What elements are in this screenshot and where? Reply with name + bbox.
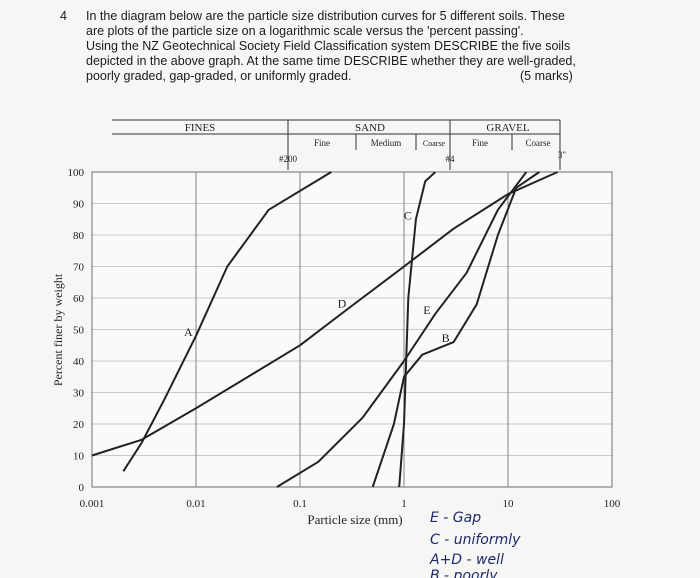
x-tick-label: 1 xyxy=(401,498,407,510)
curve xyxy=(276,171,528,488)
curve xyxy=(122,171,332,472)
note: C - uniformly xyxy=(430,532,521,548)
header-label: SAND xyxy=(355,122,385,134)
header-label: 3" xyxy=(558,150,567,160)
y-axis-label: Percent finer by weight xyxy=(51,273,65,386)
header-label: FINES xyxy=(185,122,216,134)
header-label: Fine xyxy=(472,138,488,148)
y-tick-label: 80 xyxy=(73,230,85,242)
curve-label: A xyxy=(184,325,193,339)
curve xyxy=(398,171,436,488)
x-tick-label: 0.01 xyxy=(186,498,205,510)
x-tick-label: 10 xyxy=(503,498,515,510)
curve-label: B xyxy=(442,331,450,345)
header-label: Coarse xyxy=(526,138,551,148)
y-tick-label: 40 xyxy=(73,356,85,368)
header-label: #4 xyxy=(446,154,456,164)
header xyxy=(112,119,561,170)
note: A+D - well xyxy=(429,552,504,568)
header-label: Fine xyxy=(314,138,330,148)
y-tick-label: 90 xyxy=(73,199,85,211)
y-tick-label: 0 xyxy=(79,482,85,494)
note: E - Gap xyxy=(430,510,481,526)
question-line: In the diagram below are the particle si… xyxy=(86,9,565,23)
question-line: poorly graded, gap-graded, or uniformly … xyxy=(86,69,352,83)
question-line: Using the NZ Geotechnical Society Field … xyxy=(86,39,571,53)
y-tick-label: 60 xyxy=(73,293,85,305)
y-tick-label: 100 xyxy=(68,167,85,179)
header-label: Coarse xyxy=(423,139,446,148)
curve-label: D xyxy=(338,296,347,310)
question-line: depicted in the above graph. At the same… xyxy=(86,54,576,68)
y-tick-label: 10 xyxy=(73,451,85,463)
x-tick-label: 0.001 xyxy=(80,498,105,510)
x-axis-label: Particle size (mm) xyxy=(307,512,402,527)
header-label: Medium xyxy=(371,138,402,148)
curve-label: C xyxy=(404,208,412,222)
header-label: #200 xyxy=(279,154,298,164)
x-tick-label: 100 xyxy=(604,498,621,510)
y-tick-label: 20 xyxy=(73,419,85,431)
header-label: GRAVEL xyxy=(486,122,529,134)
y-tick-label: 50 xyxy=(73,325,85,337)
x-tick-label: 0.1 xyxy=(293,498,307,510)
note: B - poorly xyxy=(430,568,498,578)
y-tick-label: 30 xyxy=(73,388,85,400)
y-tick-label: 70 xyxy=(73,262,85,274)
curve xyxy=(371,171,540,488)
curve-label: E xyxy=(423,303,430,317)
curve xyxy=(91,171,559,457)
question-marks: (5 marks) xyxy=(520,69,573,83)
question-line: are plots of the particle size on a loga… xyxy=(86,24,524,38)
question-number: 4 xyxy=(60,9,67,23)
